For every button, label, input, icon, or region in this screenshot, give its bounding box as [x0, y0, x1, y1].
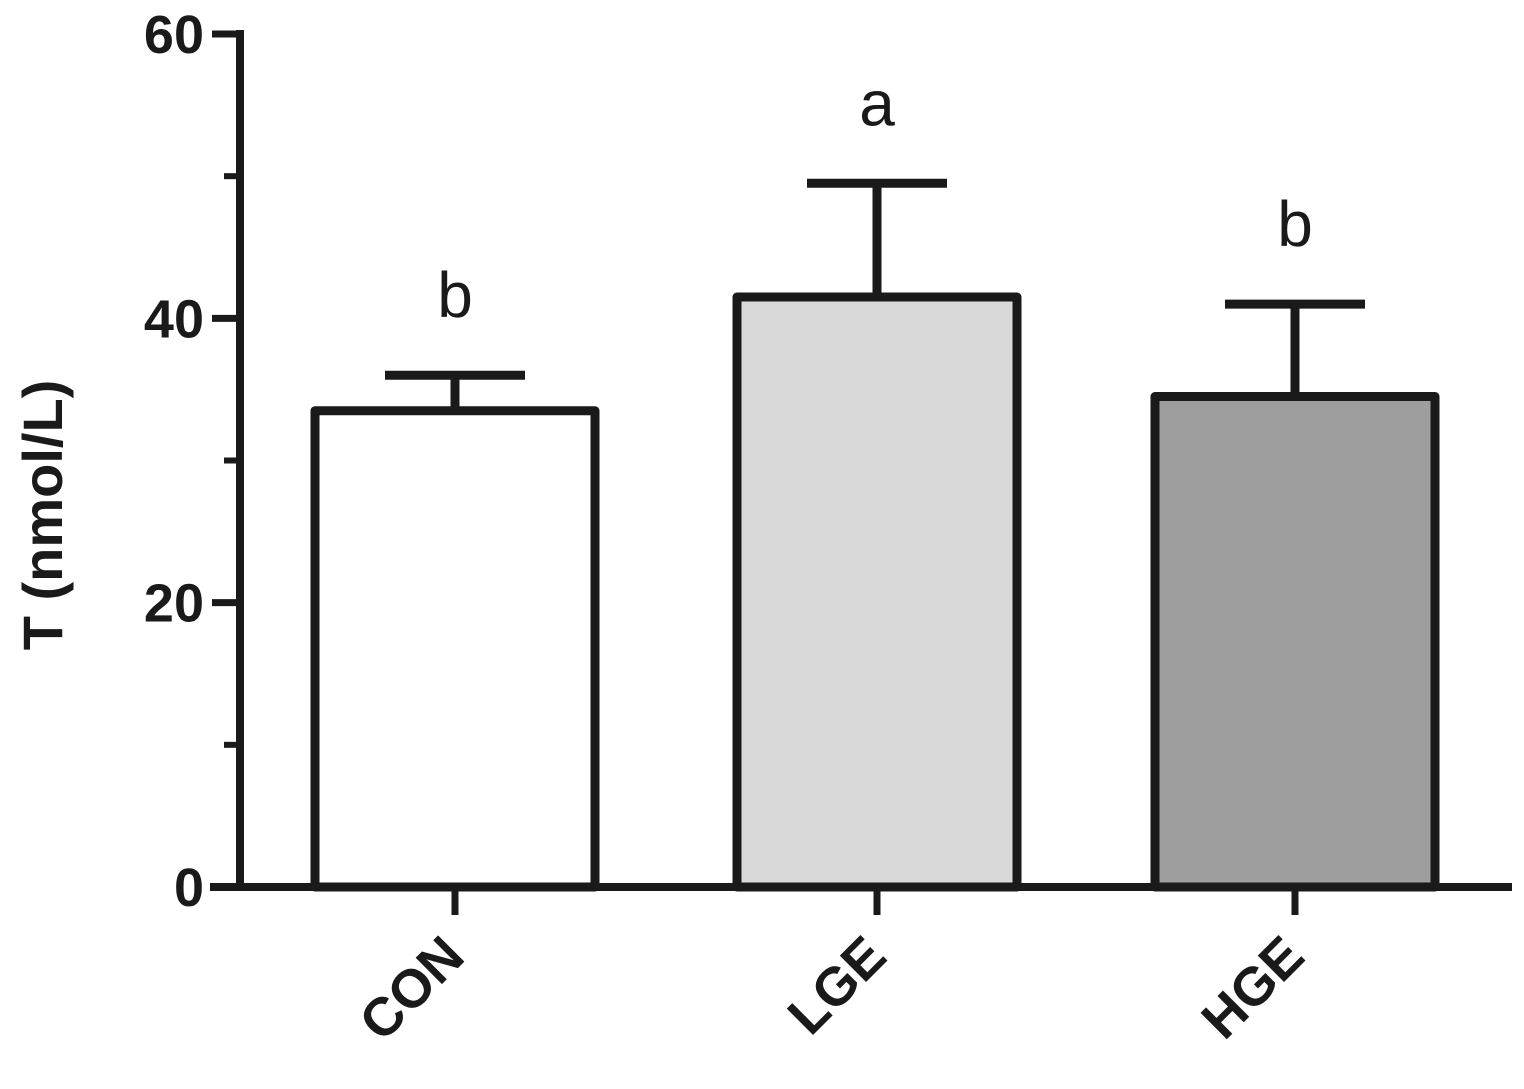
bar-hge — [1150, 392, 1440, 892]
significance-label: a — [859, 67, 895, 139]
y-tick-label: 40 — [144, 289, 204, 349]
bar-lge — [732, 292, 1022, 892]
bar-con — [310, 406, 600, 892]
x-tick-label-con: CON — [348, 925, 475, 1052]
y-axis-title: T (nmol/L) — [11, 380, 74, 651]
y-tick-label: 60 — [144, 5, 204, 65]
bars-layer: b a b — [310, 67, 1440, 892]
y-tick-label: 0 — [174, 858, 204, 918]
x-tick-label-lge: LGE — [777, 925, 898, 1046]
x-tick-label-hge: HGE — [1190, 925, 1315, 1050]
y-tick-label: 20 — [144, 574, 204, 634]
significance-label: b — [437, 259, 473, 331]
significance-label: b — [1277, 188, 1313, 260]
